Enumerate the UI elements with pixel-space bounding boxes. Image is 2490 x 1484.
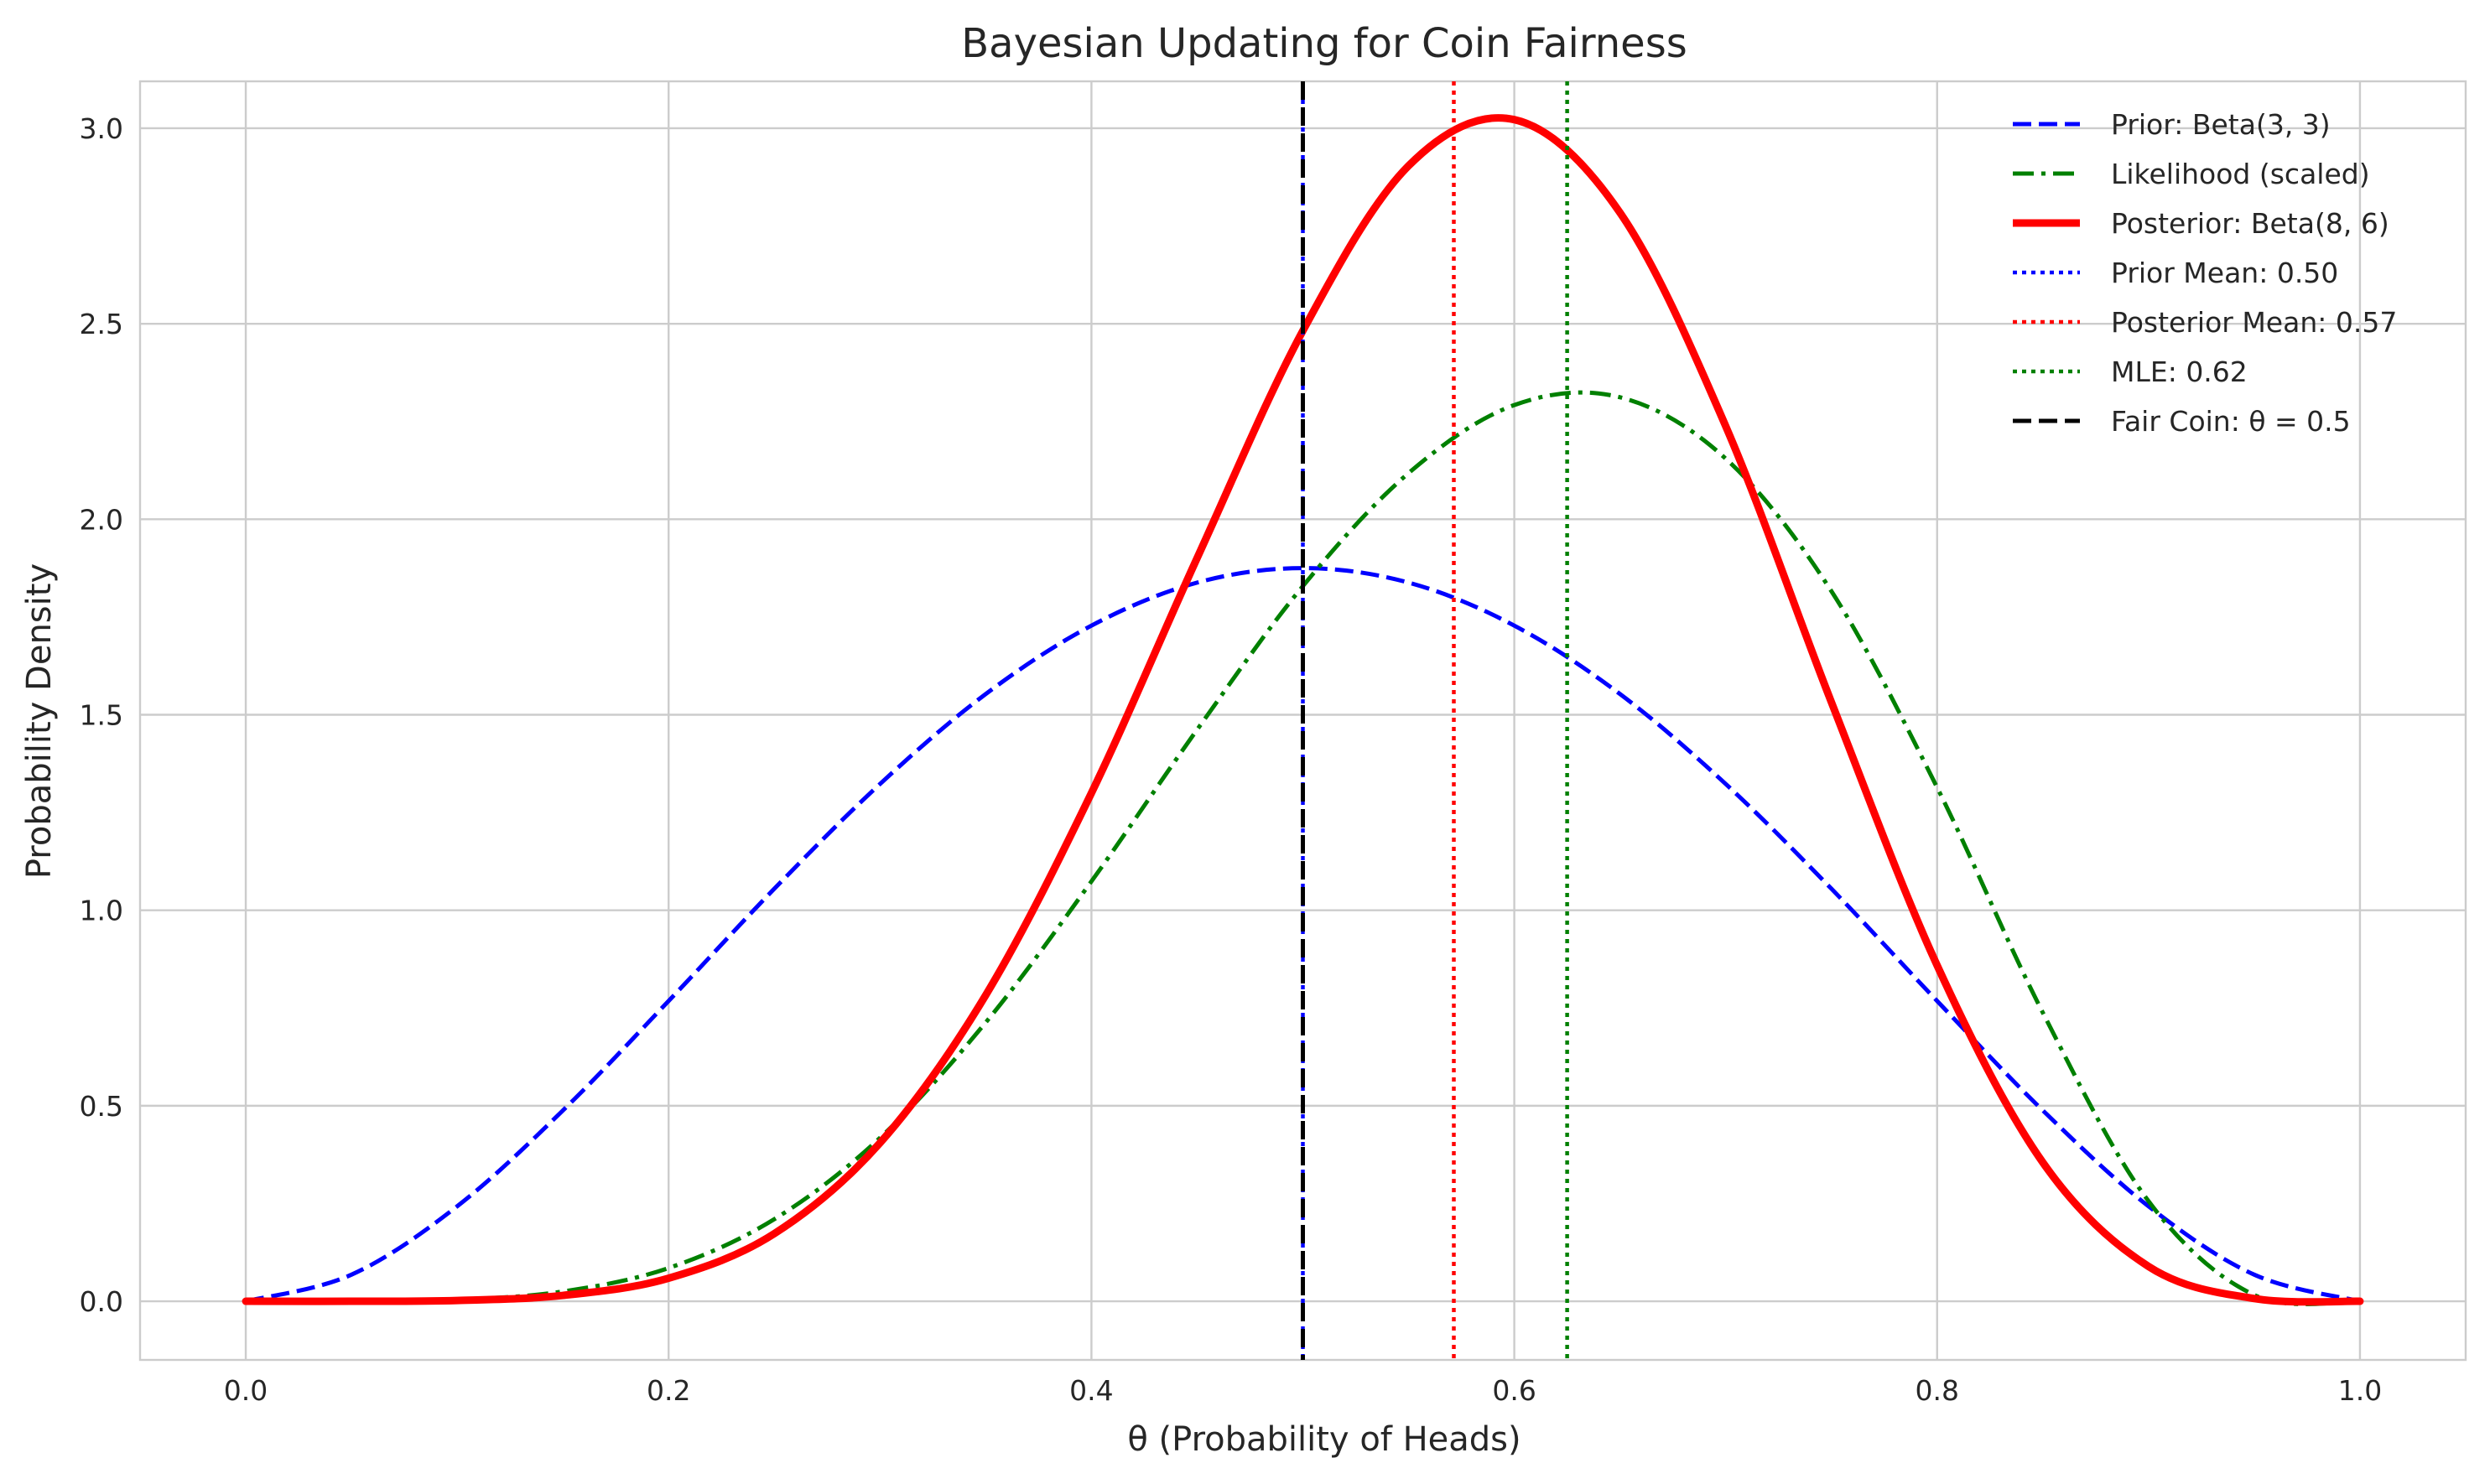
y-tick-label: 2.0	[80, 503, 123, 536]
x-tick-label: 1.0	[2338, 1374, 2382, 1407]
likelihood-curve	[246, 390, 2361, 1306]
y-axis-label: Probability Density	[20, 563, 59, 879]
x-tick-label: 0.4	[1069, 1374, 1113, 1407]
x-tick-label: 0.0	[224, 1374, 268, 1407]
chart-title: Bayesian Updating for Coin Fairness	[961, 20, 1687, 67]
legend-label: MLE: 0.62	[2111, 355, 2248, 388]
y-tick-label: 0.0	[80, 1285, 123, 1318]
legend-label: Prior: Beta(3, 3)	[2111, 108, 2331, 141]
plot-area: 0.0 0.2 0.4 0.6 0.8 1.0 0.0 0.5 1.0 1.5 2.0 2.5 3.0 P…	[80, 80, 2467, 1407]
x-axis-label: θ (Probability of Heads)	[1127, 1420, 1521, 1459]
y-tick-label: 1.0	[80, 895, 123, 927]
x-tick-label: 0.2	[647, 1374, 690, 1407]
prior-curve	[245, 566, 2361, 1304]
y-tick-label: 3.0	[80, 112, 123, 145]
legend-label: Fair Coin: θ = 0.5	[2111, 405, 2351, 438]
legend: Prior: Beta(3, 3) Likelihood (scaled) Post…	[2013, 108, 2397, 438]
legend-label: Posterior: Beta(8, 6)	[2111, 207, 2389, 240]
y-tick-label: 2.5	[80, 308, 123, 340]
x-tick-label: 0.8	[1916, 1374, 1959, 1407]
posterior-curve	[242, 114, 2364, 1306]
legend-label: Prior Mean: 0.50	[2111, 257, 2338, 289]
legend-label: Posterior Mean: 0.57	[2111, 306, 2397, 339]
y-tick-label: 0.5	[80, 1090, 123, 1123]
y-tick-label: 1.5	[80, 699, 123, 732]
x-tick-label: 0.6	[1492, 1374, 1536, 1407]
legend-label: Likelihood (scaled)	[2111, 158, 2370, 190]
